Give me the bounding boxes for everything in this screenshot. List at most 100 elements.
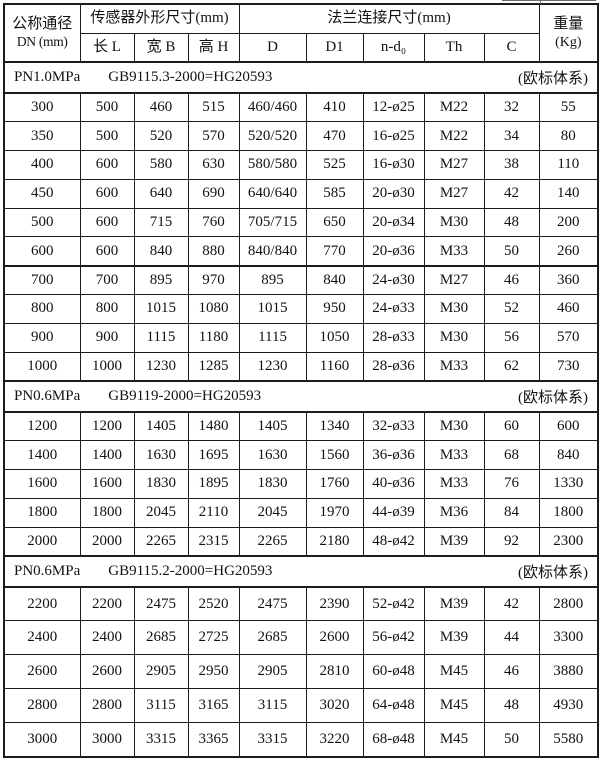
cell-width-b: 3315 bbox=[133, 722, 189, 758]
cell-length-l: 2800 bbox=[79, 688, 135, 724]
cell-th: M33 bbox=[423, 440, 485, 471]
col-header-length: 长 L bbox=[79, 32, 135, 63]
cell-width-b: 2475 bbox=[133, 586, 189, 622]
cell-width-b: 1830 bbox=[133, 469, 189, 499]
cell-d1: 2810 bbox=[305, 654, 364, 690]
section-header-row: PN0.6MPa GB9115.2-2000=HG20593 (欧标体系) bbox=[3, 554, 599, 588]
cell-n-d0: 56-ø42 bbox=[362, 620, 425, 656]
cell-length-l: 600 bbox=[79, 150, 135, 180]
cell-weight: 2300 bbox=[538, 526, 599, 557]
cell-d1: 1970 bbox=[305, 497, 364, 528]
cell-d: 840/840 bbox=[238, 236, 307, 267]
cell-length-l: 1200 bbox=[79, 411, 135, 442]
cell-th: M30 bbox=[423, 294, 485, 324]
section-header-row: PN1.0MPa GB9115.3-2000=HG20593 (欧标体系) bbox=[3, 61, 599, 94]
table-row: 2200 2200 2475 2520 2475 2390 52-ø42 M39 42 2800 bbox=[3, 586, 599, 622]
cell-weight: 200 bbox=[538, 207, 599, 238]
cell-d1: 1560 bbox=[305, 440, 364, 471]
header-row-groups: 公称通径 DN (mm) 传感器外形尺寸(mm) 法兰连接尺寸(mm) 重量 (… bbox=[3, 3, 599, 63]
cell-height-h: 1285 bbox=[187, 351, 240, 382]
cell-width-b: 1015 bbox=[133, 294, 189, 324]
cell-d1: 770 bbox=[305, 236, 364, 267]
cell-n-d0: 20-ø36 bbox=[362, 236, 425, 267]
cell-weight: 5580 bbox=[538, 722, 599, 758]
cell-th: M33 bbox=[423, 236, 485, 267]
cell-d: 1115 bbox=[238, 322, 307, 353]
cell-width-b: 895 bbox=[133, 264, 189, 296]
table-row: 2000 2000 2265 2315 2265 2180 48-ø42 M39 92 2300 bbox=[3, 526, 599, 557]
cell-length-l: 500 bbox=[79, 92, 135, 123]
col-header-height: 高 H bbox=[187, 32, 240, 63]
cell-height-h: 880 bbox=[187, 236, 240, 267]
cell-c: 42 bbox=[483, 178, 540, 209]
cell-c: 60 bbox=[483, 411, 540, 442]
cell-th: M30 bbox=[423, 411, 485, 442]
cell-th: M27 bbox=[423, 178, 485, 209]
cell-d1: 1050 bbox=[305, 322, 364, 353]
cell-dn: 350 bbox=[3, 121, 81, 152]
cell-height-h: 970 bbox=[187, 264, 240, 296]
cell-d1: 2600 bbox=[305, 620, 364, 656]
cell-n-d0: 60-ø48 bbox=[362, 654, 425, 690]
cell-width-b: 3115 bbox=[133, 688, 189, 724]
section-standard: GB9115.2-2000=HG20593 bbox=[108, 562, 273, 579]
cell-n-d0: 68-ø48 bbox=[362, 722, 425, 758]
table-row: 400 600 580 630 580/580 525 16-ø30 M27 38 110 bbox=[3, 150, 599, 180]
cell-c: 52 bbox=[483, 294, 540, 324]
cell-width-b: 2905 bbox=[133, 654, 189, 690]
cell-n-d0: 24-ø30 bbox=[362, 264, 425, 296]
section-header-row: PN0.6MPa GB9119-2000=HG20593 (欧标体系) bbox=[3, 379, 599, 413]
cell-d1: 840 bbox=[305, 264, 364, 296]
cell-height-h: 630 bbox=[187, 150, 240, 180]
cell-th: M33 bbox=[423, 351, 485, 382]
cell-weight: 140 bbox=[538, 178, 599, 209]
cell-length-l: 1800 bbox=[79, 497, 135, 528]
cell-weight: 360 bbox=[538, 264, 599, 296]
cell-d: 1830 bbox=[238, 469, 307, 499]
cell-c: 76 bbox=[483, 469, 540, 499]
cell-dn: 400 bbox=[3, 150, 81, 180]
cell-th: M36 bbox=[423, 497, 485, 528]
cell-n-d0: 64-ø48 bbox=[362, 688, 425, 724]
cell-weight: 3300 bbox=[538, 620, 599, 656]
cell-c: 42 bbox=[483, 586, 540, 622]
cell-height-h: 515 bbox=[187, 92, 240, 123]
cell-width-b: 2045 bbox=[133, 497, 189, 528]
cell-n-d0: 28-ø36 bbox=[362, 351, 425, 382]
section-standard: GB9115.3-2000=HG20593 bbox=[108, 69, 273, 85]
section-standard: GB9119-2000=HG20593 bbox=[108, 387, 262, 404]
section-note: (欧标体系) bbox=[518, 71, 589, 87]
table-row: 300 500 460 515 460/460 410 12-ø25 M22 32 55 bbox=[3, 92, 599, 123]
cell-d1: 585 bbox=[305, 178, 364, 209]
cell-length-l: 3000 bbox=[79, 722, 135, 758]
weight-label-cn: 重量 bbox=[553, 15, 584, 32]
section-note: (欧标体系) bbox=[518, 389, 589, 406]
cell-dn: 3000 bbox=[3, 722, 81, 758]
cell-height-h: 2110 bbox=[187, 497, 240, 528]
table-row: 1400 1400 1630 1695 1630 1560 36-ø36 M33 68 840 bbox=[3, 440, 599, 471]
cell-d: 3115 bbox=[238, 688, 307, 724]
cell-length-l: 800 bbox=[79, 294, 135, 324]
col-group-sensor-dimensions: 传感器外形尺寸(mm) bbox=[79, 3, 240, 34]
cell-d1: 650 bbox=[305, 207, 364, 238]
cell-width-b: 580 bbox=[133, 150, 189, 180]
cell-height-h: 690 bbox=[187, 178, 240, 209]
cell-th: M27 bbox=[423, 264, 485, 296]
cell-weight: 110 bbox=[538, 150, 599, 180]
cell-d: 2045 bbox=[238, 497, 307, 528]
cell-n-d0: 36-ø36 bbox=[362, 440, 425, 471]
cell-th: M30 bbox=[423, 207, 485, 238]
cell-length-l: 2400 bbox=[79, 620, 135, 656]
cell-dn: 1600 bbox=[3, 469, 81, 499]
col-header-d: D bbox=[238, 32, 307, 63]
cell-d1: 3020 bbox=[305, 688, 364, 724]
cell-height-h: 760 bbox=[187, 207, 240, 238]
cell-dn: 2200 bbox=[3, 586, 81, 622]
cell-n-d0: 20-ø30 bbox=[362, 178, 425, 209]
cell-length-l: 1400 bbox=[79, 440, 135, 471]
cell-width-b: 1115 bbox=[133, 322, 189, 353]
cell-n-d0: 44-ø39 bbox=[362, 497, 425, 528]
cell-c: 84 bbox=[483, 497, 540, 528]
section-note: (欧标体系) bbox=[518, 564, 589, 581]
